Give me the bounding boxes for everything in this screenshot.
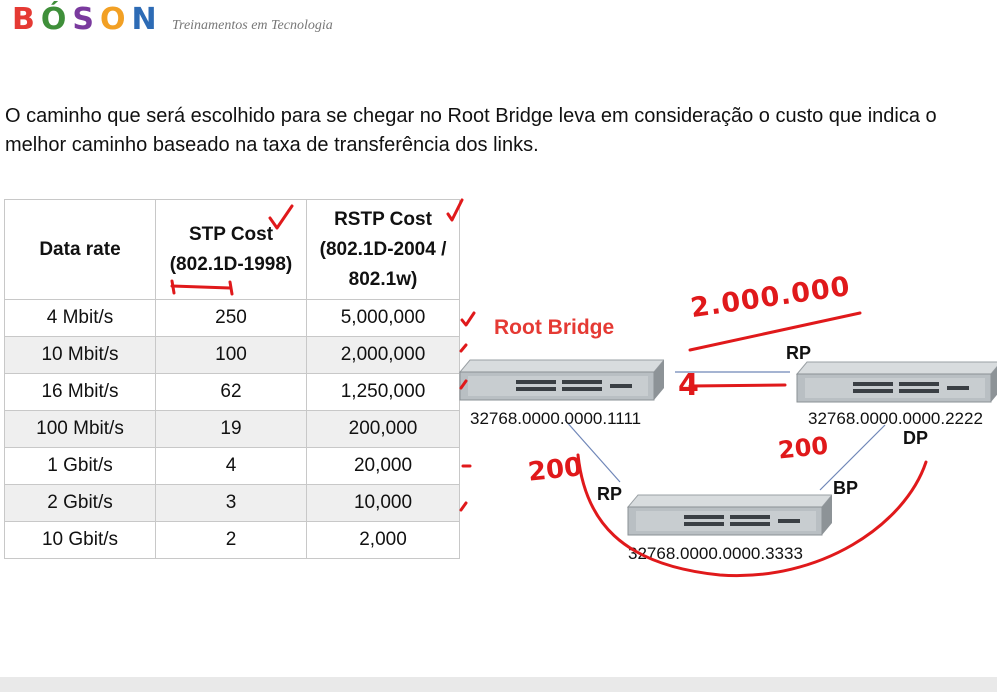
switch-1-icon — [458, 359, 664, 401]
cost-annotation-left: 200 — [526, 452, 584, 488]
cell-rstp: 2,000,000 — [306, 336, 460, 374]
table-row: 10 Gbit/s 2 2,000 — [4, 521, 460, 559]
cell-rstp: 10,000 — [306, 484, 460, 522]
logo-tagline: Treinamentos em Tecnologia — [172, 18, 333, 33]
cell-stp: 100 — [155, 336, 307, 374]
cell-rstp: 5,000,000 — [306, 299, 460, 337]
header-rstp-cost: RSTP Cost (802.1D-2004 / 802.1w) — [306, 199, 460, 300]
boson-logo: BÓSON — [12, 2, 163, 37]
switch-2-id: 32768.0000.0000.2222 — [808, 409, 983, 428]
row-tick — [459, 343, 468, 353]
table-header-row: Data rate STP Cost (802.1D-1998) RSTP Co… — [4, 199, 460, 300]
row-tick — [459, 379, 468, 390]
header-stp-line1: STP Cost — [188, 223, 274, 245]
bottom-bar — [0, 677, 997, 692]
cost-annotation-new: 4 — [678, 368, 699, 403]
switch-3-id: 32768.0000.0000.3333 — [628, 544, 803, 563]
port-dp-sw2: DP — [903, 428, 929, 448]
table-row: 2 Gbit/s 3 10,000 — [4, 484, 460, 522]
path-curve — [576, 453, 928, 578]
cell-rate: 10 Gbit/s — [4, 521, 156, 559]
stp-cost-table: Data rate STP Cost (802.1D-1998) RSTP Co… — [4, 199, 460, 559]
logo-letter-o-acute: Ó — [40, 2, 73, 37]
table-row: 4 Mbit/s 250 5,000,000 — [4, 299, 460, 337]
logo-letter-b: B — [12, 2, 41, 37]
table-row: 16 Mbit/s 62 1,250,000 — [4, 373, 460, 411]
check-mark-rstp — [446, 198, 464, 222]
strike-through — [688, 311, 862, 352]
cell-rate: 1 Gbit/s — [4, 447, 156, 485]
header-rstp-line2: (802.1D-2004 / — [319, 238, 447, 260]
port-rp-sw3: RP — [597, 484, 623, 504]
cell-rate: 16 Mbit/s — [4, 373, 156, 411]
header-rstp-line1: RSTP Cost — [334, 208, 432, 230]
row-tick — [459, 501, 468, 512]
link-sw1-sw3 — [564, 419, 621, 483]
switch-1-id: 32768.0000.0000.1111 — [470, 409, 642, 428]
port-rp-sw2: RP — [786, 343, 812, 363]
cell-stp: 19 — [155, 410, 307, 448]
cell-rate: 10 Mbit/s — [4, 336, 156, 374]
cell-rate: 4 Mbit/s — [4, 299, 156, 337]
root-bridge-label: Root Bridge — [494, 316, 615, 339]
link-sw2-sw3 — [819, 424, 886, 491]
intro-paragraph: O caminho que será escolhido para se che… — [5, 105, 937, 156]
cell-rate: 2 Gbit/s — [4, 484, 156, 522]
header-rstp-line3: 802.1w) — [348, 268, 418, 290]
header-data-rate: Data rate — [4, 199, 156, 300]
switch-3-icon — [626, 494, 832, 536]
check-mark-stp — [268, 204, 294, 230]
logo-letter-s: S — [72, 2, 100, 37]
logo-letter-n: N — [131, 2, 163, 37]
table-row: 100 Mbit/s 19 200,000 — [4, 410, 460, 448]
cell-rstp: 2,000 — [306, 521, 460, 559]
cost-annotation-right: 200 — [776, 431, 830, 465]
cell-rstp: 200,000 — [306, 410, 460, 448]
arrow-line — [688, 383, 787, 388]
cell-stp: 250 — [155, 299, 307, 337]
cell-rstp: 1,250,000 — [306, 373, 460, 411]
port-bp-sw3: BP — [833, 478, 859, 498]
header-stp-line2: (802.1D-1998) — [169, 253, 293, 275]
cell-stp: 4 — [155, 447, 307, 485]
cell-rate: 100 Mbit/s — [4, 410, 156, 448]
row-tick — [460, 311, 476, 327]
cell-stp: 2 — [155, 521, 307, 559]
cell-stp: 62 — [155, 373, 307, 411]
table-row: 10 Mbit/s 100 2,000,000 — [4, 336, 460, 374]
underline-stp — [170, 284, 232, 290]
switch-2-icon — [795, 361, 997, 403]
logo-letter-o: O — [100, 2, 132, 37]
